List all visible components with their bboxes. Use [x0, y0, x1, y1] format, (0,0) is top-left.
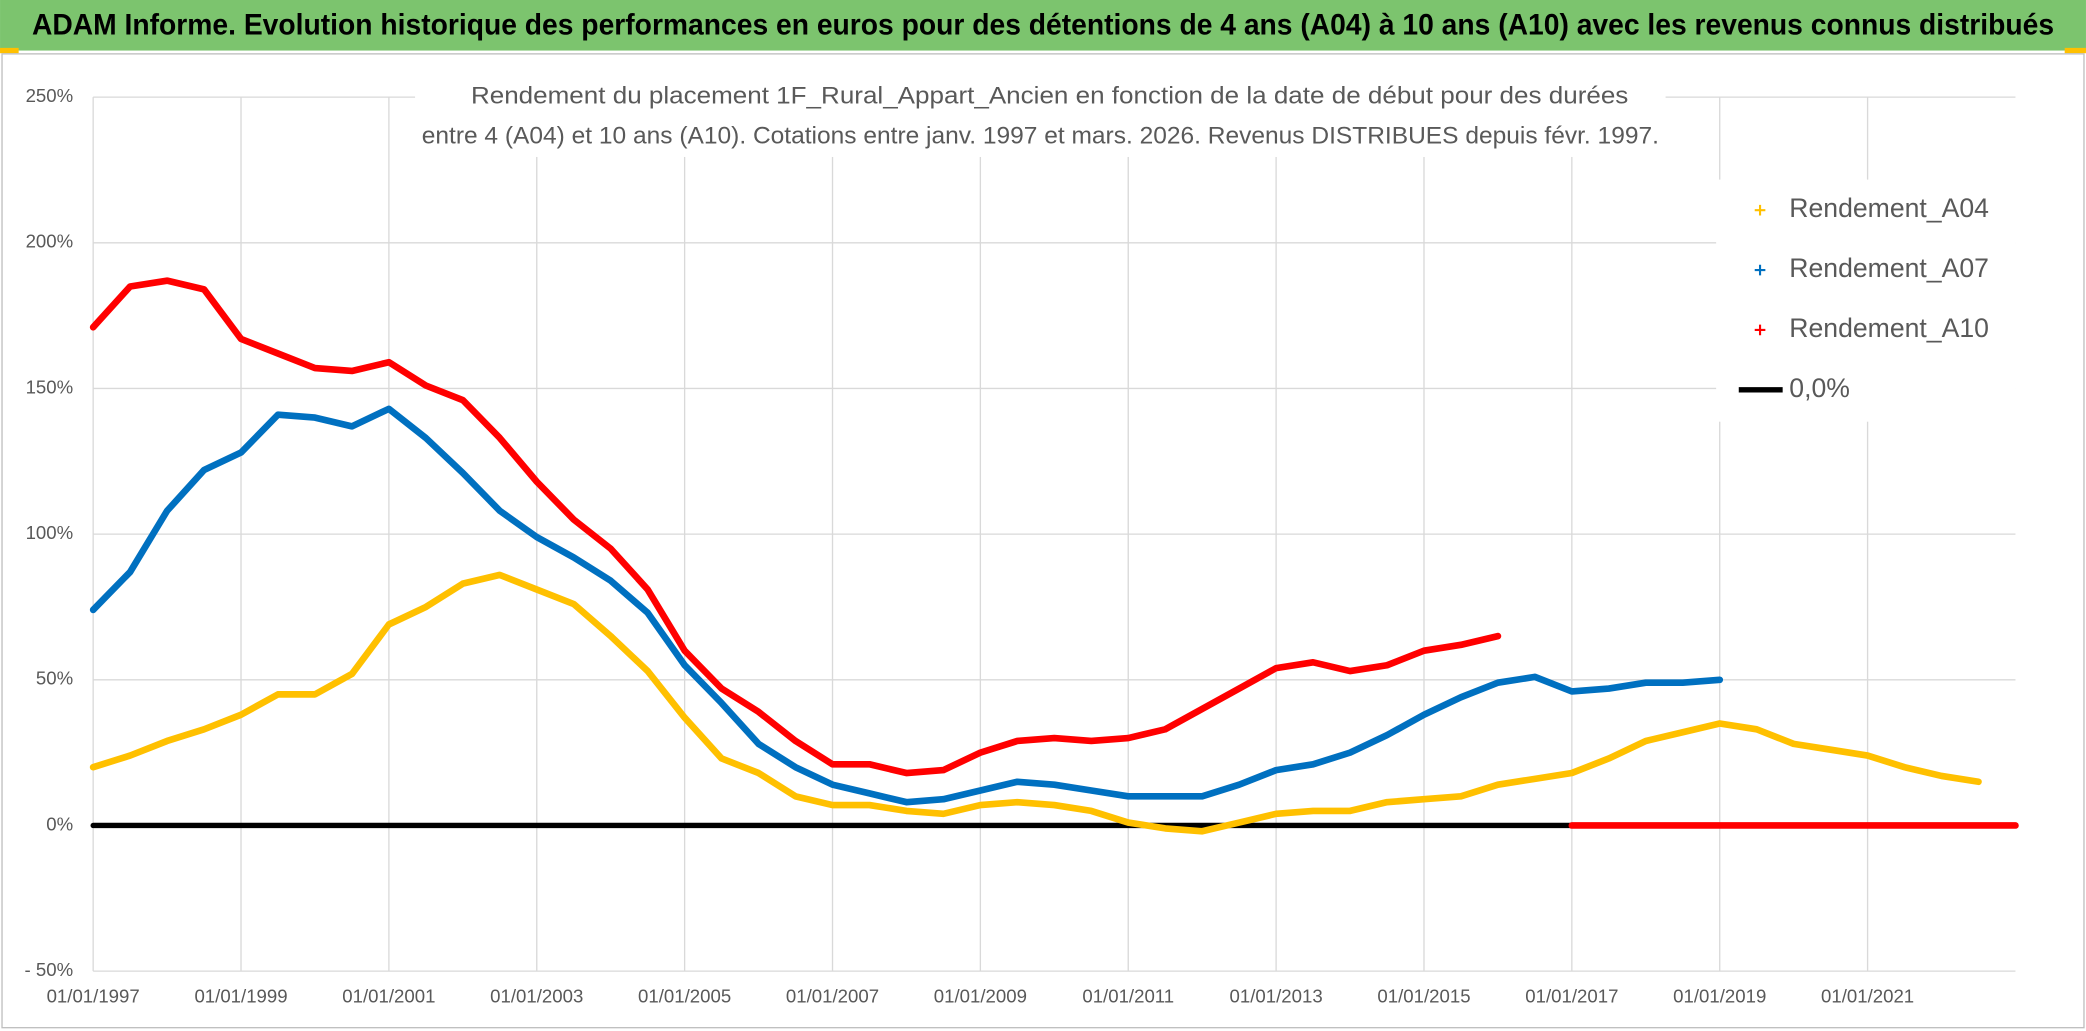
x-tick-label: 01/01/2003 — [490, 986, 583, 1007]
x-tick-label: 01/01/2009 — [934, 986, 1027, 1007]
x-tick-label: 01/01/2001 — [342, 986, 435, 1007]
legend-marker — [1754, 204, 1766, 216]
series-line — [89, 405, 1724, 806]
chart-subtitle: entre 4 (A04) et 10 ans (A10). Cotations… — [422, 122, 1659, 149]
y-tick-label: 150% — [26, 376, 74, 397]
legend: Rendement_A04 Rendement_A07 Rendement_A10 0… — [1716, 179, 2016, 422]
x-tick-label: 01/01/2017 — [1525, 986, 1618, 1007]
series-layer — [89, 277, 2019, 835]
series-line — [89, 571, 1982, 835]
legend-label: Rendement_A04 — [1789, 193, 1989, 223]
legend-label: 0,0% — [1789, 373, 1850, 403]
y-tick-label: - 50% — [25, 959, 74, 980]
chart-border — [1, 53, 2085, 1029]
legend-marker — [1754, 324, 1766, 336]
x-tick-label: 01/01/2005 — [638, 986, 731, 1007]
chart-title: ADAM Informe. Evolution historique des p… — [32, 9, 2054, 41]
corner-accent — [2064, 47, 2086, 54]
x-tick-label: 01/01/2011 — [1082, 986, 1174, 1007]
legend-label: Rendement_A10 — [1789, 313, 1989, 343]
legend-marker — [1754, 264, 1766, 276]
x-tick-label: 01/01/2021 — [1821, 986, 1914, 1007]
x-tick-label: 01/01/2013 — [1230, 986, 1323, 1007]
y-tick-label: 100% — [26, 522, 74, 543]
x-tick-label: 01/01/2019 — [1673, 986, 1766, 1007]
y-tick-label: 200% — [26, 231, 74, 252]
title-banner — [0, 0, 2086, 51]
x-tick-label: 01/01/1999 — [194, 986, 287, 1007]
y-tick-label: 50% — [36, 668, 73, 689]
chart-subtitle: Rendement du placement 1F_Rural_Appart_A… — [471, 82, 1628, 109]
x-tick-label: 01/01/1997 — [47, 986, 140, 1007]
legend-label: Rendement_A07 — [1789, 253, 1989, 283]
x-tick-label: 01/01/2007 — [786, 986, 879, 1007]
series-line — [89, 277, 1502, 777]
y-tick-label: 250% — [26, 85, 74, 106]
subtitle-background — [415, 77, 1666, 157]
legend-box — [1716, 179, 2016, 422]
x-tick-label: 01/01/2015 — [1377, 986, 1470, 1007]
corner-accent — [0, 47, 19, 54]
y-tick-label: 0% — [46, 813, 73, 834]
